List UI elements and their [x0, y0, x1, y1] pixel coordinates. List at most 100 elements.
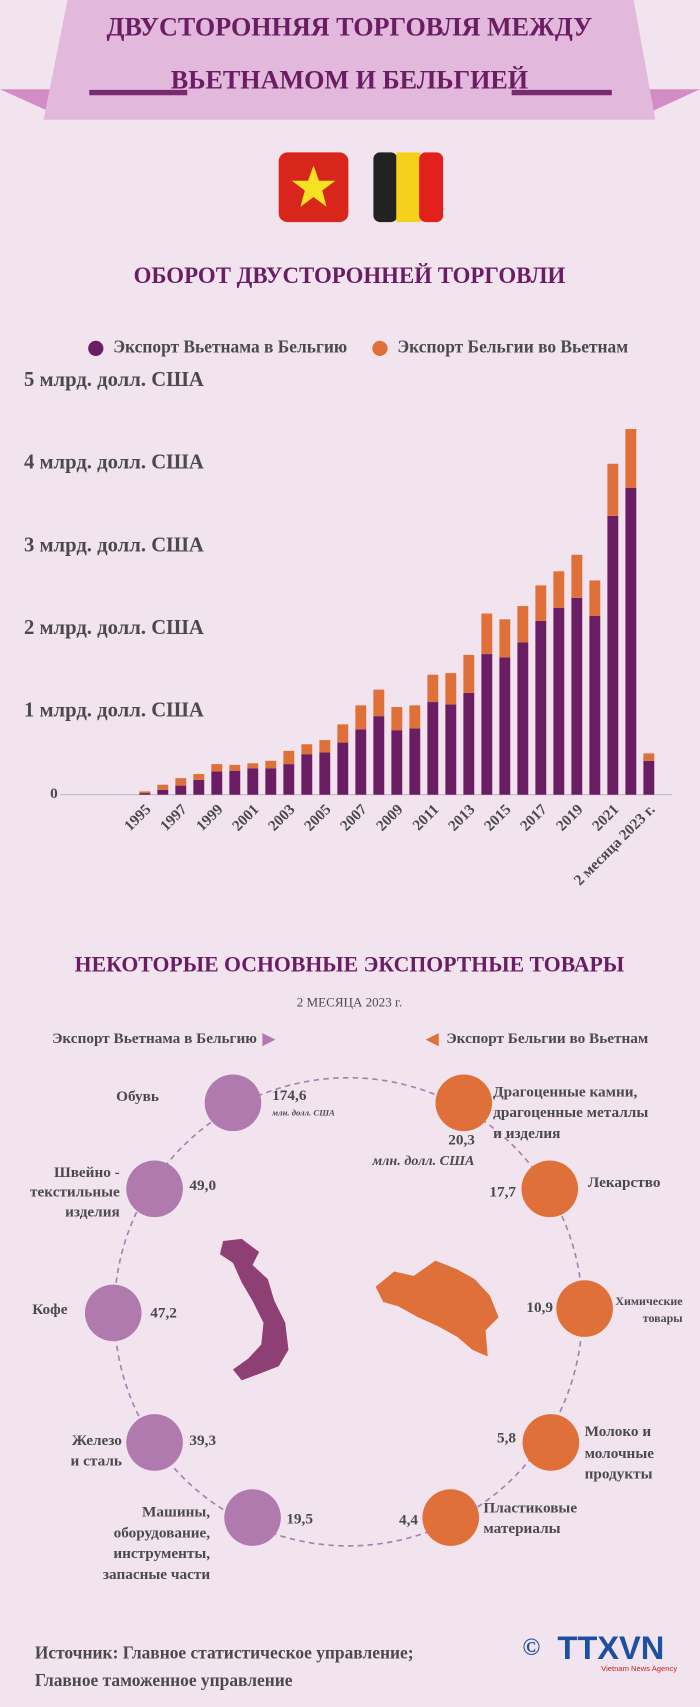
flag-vietnam — [278, 152, 349, 223]
product-name: Химические — [615, 1294, 682, 1308]
bar-segment — [427, 674, 439, 703]
product-name: оборудование, — [114, 1524, 211, 1541]
map-belgium — [375, 1260, 499, 1357]
logo-agency: Vietnam News Agency — [601, 1664, 677, 1673]
product-value: 4,4 — [399, 1511, 418, 1528]
bar-segment — [553, 607, 565, 795]
products: Обувь 174,6 Швейно - текстильные изделия 49,0… — [30, 1074, 684, 1583]
bar-segment — [265, 768, 277, 795]
bar-segment — [427, 702, 439, 795]
product-name: и сталь — [71, 1453, 122, 1470]
bar-segment — [553, 571, 565, 608]
product-value: 39,3 — [189, 1432, 216, 1449]
product-name: изделия — [65, 1203, 120, 1220]
bar-segment — [643, 753, 655, 761]
bar-segment — [229, 764, 241, 771]
column-header: Экспорт Бельгии во Вьетнам — [446, 1030, 648, 1047]
product-name: и изделия — [493, 1125, 560, 1142]
y-tick-label: 2 млрд. долл. США — [24, 617, 204, 639]
product-icon — [126, 1414, 183, 1471]
bar-segment — [139, 793, 151, 795]
unit: млн. долл. США — [371, 1153, 474, 1169]
legend-label: Экспорт Бельгии во Вьетнам — [397, 336, 628, 356]
bar-segment — [319, 752, 331, 795]
bar-segment — [625, 429, 637, 488]
bar-segment — [391, 707, 403, 731]
bar-segment — [355, 729, 367, 795]
title: ВЬЕТНАМОМ И БЕЛЬГИЕЙ — [171, 66, 528, 95]
bar-segment — [157, 784, 169, 790]
bar-segment — [445, 704, 457, 795]
bar-segment — [301, 754, 313, 795]
bar-segment — [481, 613, 493, 655]
title: ДВУСТОРОННЯЯ ТОРГОВЛЯ МЕЖДУ — [107, 12, 593, 41]
product-name: материалы — [483, 1520, 560, 1537]
bar-segment — [355, 705, 367, 730]
bar-segment — [373, 689, 385, 717]
banner — [43, 0, 656, 120]
bar-segment — [373, 716, 385, 795]
product-icon — [522, 1414, 580, 1471]
bar-segment — [175, 785, 187, 795]
product-name: драгоценные металлы — [493, 1104, 648, 1121]
bar-segment — [571, 597, 583, 795]
product-icon — [556, 1280, 613, 1337]
bar-segment — [571, 554, 583, 598]
product-name: Швейно - — [54, 1164, 120, 1181]
source: Главное таможенное управление — [35, 1670, 293, 1690]
product-value: 49,0 — [189, 1177, 216, 1194]
bar-segment — [337, 742, 349, 795]
y-tick-label: 1 млрд. долл. США — [24, 700, 204, 722]
arrow — [262, 1033, 276, 1047]
bar-segment — [607, 515, 619, 795]
bar-segment — [301, 744, 313, 755]
arrow — [425, 1033, 439, 1047]
product-value: 47,2 — [150, 1304, 177, 1321]
bar-segment — [175, 778, 187, 786]
product-value: 20,3 — [448, 1131, 475, 1148]
product-value: 19,5 — [286, 1510, 313, 1527]
bar-segment — [211, 771, 223, 795]
bar-segment — [499, 619, 511, 658]
product-icon — [521, 1160, 579, 1218]
product-icon — [435, 1074, 493, 1132]
bar-segment — [157, 789, 169, 795]
product-name: Драгоценные камни, — [493, 1084, 637, 1101]
product-value: 174,6 — [272, 1087, 307, 1104]
bar-segment — [643, 760, 655, 795]
product-name: инструменты, — [113, 1545, 210, 1562]
bar-segment — [607, 463, 619, 516]
bar-segment — [535, 620, 547, 795]
bar-segment — [463, 654, 475, 693]
bar-segment — [211, 764, 223, 772]
logo-mark: © — [522, 1635, 540, 1661]
bar-segment — [409, 728, 421, 795]
source: Источник: Главное статистическое управле… — [35, 1643, 414, 1663]
bar-segment — [265, 760, 277, 769]
bar-segment — [445, 673, 457, 705]
product-icon — [224, 1489, 281, 1546]
map-vietnam — [219, 1238, 289, 1381]
product-name: молочные — [585, 1445, 655, 1462]
y-tick-label: 0 — [50, 785, 58, 802]
product-icon — [422, 1489, 480, 1546]
legend-label: Экспорт Вьетнама в Бельгию — [113, 336, 347, 356]
product-value: 17,7 — [489, 1184, 516, 1201]
section-title: НЕКОТОРЫЕ ОСНОВНЫЕ ЭКСПОРТНЫЕ ТОВАРЫ — [75, 953, 625, 977]
product-icon — [84, 1284, 142, 1342]
bar-segment — [481, 654, 493, 795]
product-name: продукты — [585, 1466, 653, 1483]
product-value: 10,9 — [526, 1299, 553, 1316]
bar-segment — [319, 740, 331, 753]
y-tick-label: 3 млрд. долл. США — [24, 534, 204, 556]
bar-segment — [283, 750, 295, 765]
bar-segment — [517, 642, 529, 795]
bar-segment — [193, 774, 205, 780]
product-name: товары — [643, 1311, 684, 1325]
bar-segment — [229, 770, 241, 795]
legend-swatch — [88, 340, 104, 356]
logo-name: TTXVN — [557, 1629, 664, 1666]
bar-segment — [193, 779, 205, 795]
